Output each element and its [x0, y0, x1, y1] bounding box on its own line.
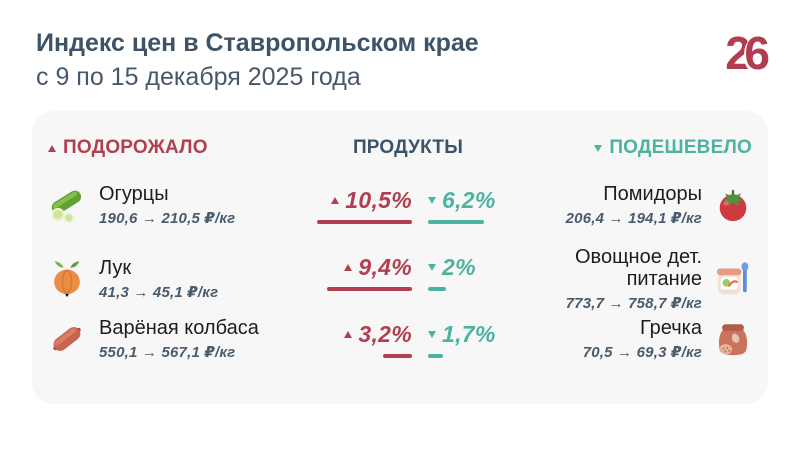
product-price: 41,3 → 45,1 ₽/кг	[99, 283, 219, 301]
price-row-cucumbers-tomatoes: Огурцы 190,6 → 210,5 ₽/кг 10,5% 6,2%	[48, 179, 752, 231]
increase-percent: 9,4%	[344, 254, 412, 281]
logo-digit-6: 6	[744, 27, 770, 79]
decrease-percent: 1,7%	[428, 321, 496, 348]
decrease-percent: 2%	[428, 254, 476, 281]
increase-percent-value: 3,2%	[358, 321, 412, 347]
page-header: Индекс цен в Ставропольском крае с 9 по …	[0, 0, 800, 92]
down-product-cell: Гречка 70,5 → 69,3 ₽/кг	[516, 317, 752, 361]
up-arrow-icon	[344, 331, 353, 338]
up-arrow-icon	[344, 264, 353, 271]
decrease-percent-block: 2%	[428, 254, 500, 291]
down-arrow-icon	[594, 144, 603, 152]
product-info: Варёная колбаса 550,1 → 567,1 ₽/кг	[99, 317, 259, 360]
decrease-percent-block: 6,2%	[428, 187, 500, 224]
decrease-bar	[428, 354, 443, 358]
increase-percent-block: 9,4%	[316, 254, 412, 291]
price-index-card: ПОДОРОЖАЛО ПРОДУКТЫ ПОДЕШЕВЕЛО	[32, 111, 768, 404]
increase-percent-value: 9,4%	[358, 254, 412, 280]
product-name: Варёная колбаса	[99, 317, 259, 340]
percent-cell: 9,4% 2%	[316, 252, 500, 291]
increase-bar	[317, 220, 412, 224]
tomato-icon	[714, 186, 752, 224]
increase-percent-value: 10,5%	[345, 187, 412, 213]
up-product-cell: Варёная колбаса 550,1 → 567,1 ₽/кг	[48, 317, 300, 361]
product-price: 70,5 → 69,3 ₽/кг	[582, 343, 702, 361]
down-arrow-icon	[428, 197, 436, 204]
product-info: Гречка 70,5 → 69,3 ₽/кг	[583, 317, 702, 360]
decrease-percent-value: 6,2%	[442, 187, 496, 213]
increase-percent-block: 3,2%	[316, 321, 412, 358]
product-info: Лук 41,3 → 45,1 ₽/кг	[99, 257, 218, 300]
price-row-onion-babyfood: Лук 41,3 → 45,1 ₽/кг 9,4% 2%	[48, 246, 752, 312]
up-product-cell: Лук 41,3 → 45,1 ₽/кг	[48, 257, 300, 301]
onion-icon	[48, 260, 86, 298]
header-down-text: ПОДЕШЕВЕЛО	[609, 137, 752, 158]
buckwheat-icon	[714, 320, 752, 358]
product-price: 206,4 → 194,1 ₽/кг	[565, 209, 702, 227]
product-info: Огурцы 190,6 → 210,5 ₽/кг	[99, 183, 235, 226]
decrease-percent-block: 1,7%	[428, 321, 500, 358]
increase-percent-block: 10,5%	[316, 187, 412, 224]
product-name: Помидоры	[603, 183, 702, 206]
down-arrow-icon	[428, 331, 436, 338]
header-center-label: ПРОДУКТЫ	[352, 137, 464, 158]
card-header-row: ПОДОРОЖАЛО ПРОДУКТЫ ПОДЕШЕВЕЛО	[48, 137, 752, 159]
product-name: Лук	[99, 257, 132, 280]
product-price: 550,1 → 567,1 ₽/кг	[99, 343, 236, 361]
percent-cell: 10,5% 6,2%	[316, 185, 500, 224]
product-name: Гречка	[639, 317, 702, 340]
decrease-percent: 6,2%	[428, 187, 496, 214]
price-rows: Огурцы 190,6 → 210,5 ₽/кг 10,5% 6,2%	[48, 179, 752, 365]
increase-bar	[327, 287, 412, 291]
page-subtitle: с 9 по 15 декабря 2025 года	[36, 62, 361, 91]
baby-food-icon	[714, 260, 752, 298]
product-price: 190,6 → 210,5 ₽/кг	[99, 209, 236, 227]
header-up-text: ПОДОРОЖАЛО	[63, 137, 208, 158]
up-product-cell: Огурцы 190,6 → 210,5 ₽/кг	[48, 183, 300, 227]
header-down-label: ПОДЕШЕВЕЛО	[516, 137, 752, 159]
increase-bar	[383, 354, 412, 358]
logo-digit-2: 2	[725, 27, 751, 79]
percent-cell: 3,2% 1,7%	[316, 319, 500, 358]
decrease-bar	[428, 287, 446, 291]
decrease-percent-value: 2%	[442, 254, 476, 280]
title-block: Индекс цен в Ставропольском крае с 9 по …	[36, 28, 479, 92]
page-title: Индекс цен в Ставропольском крае	[36, 29, 479, 57]
up-arrow-icon	[48, 144, 56, 152]
product-name: Огурцы	[99, 183, 169, 206]
down-product-cell: Овощное дет. питание 773,7 → 758,7 ₽/кг	[516, 246, 752, 312]
header-up-label: ПОДОРОЖАЛО	[48, 137, 300, 159]
brand-logo-26: 26	[725, 30, 770, 76]
increase-percent: 3,2%	[344, 321, 412, 348]
sausage-icon	[48, 320, 86, 358]
down-product-cell: Помидоры 206,4 → 194,1 ₽/кг	[516, 183, 752, 227]
decrease-percent-value: 1,7%	[442, 321, 496, 347]
decrease-bar	[428, 220, 484, 224]
up-arrow-icon	[331, 197, 340, 204]
product-info: Овощное дет. питание 773,7 → 758,7 ₽/кг	[516, 246, 702, 312]
product-name: Овощное дет. питание	[574, 246, 702, 291]
cucumber-icon	[48, 186, 86, 224]
product-info: Помидоры 206,4 → 194,1 ₽/кг	[566, 183, 702, 226]
product-price: 773,7 → 758,7 ₽/кг	[565, 294, 702, 312]
increase-percent: 10,5%	[331, 187, 412, 214]
down-arrow-icon	[428, 264, 436, 271]
price-row-sausage-buckwheat: Варёная колбаса 550,1 → 567,1 ₽/кг 3,2% …	[48, 313, 752, 365]
